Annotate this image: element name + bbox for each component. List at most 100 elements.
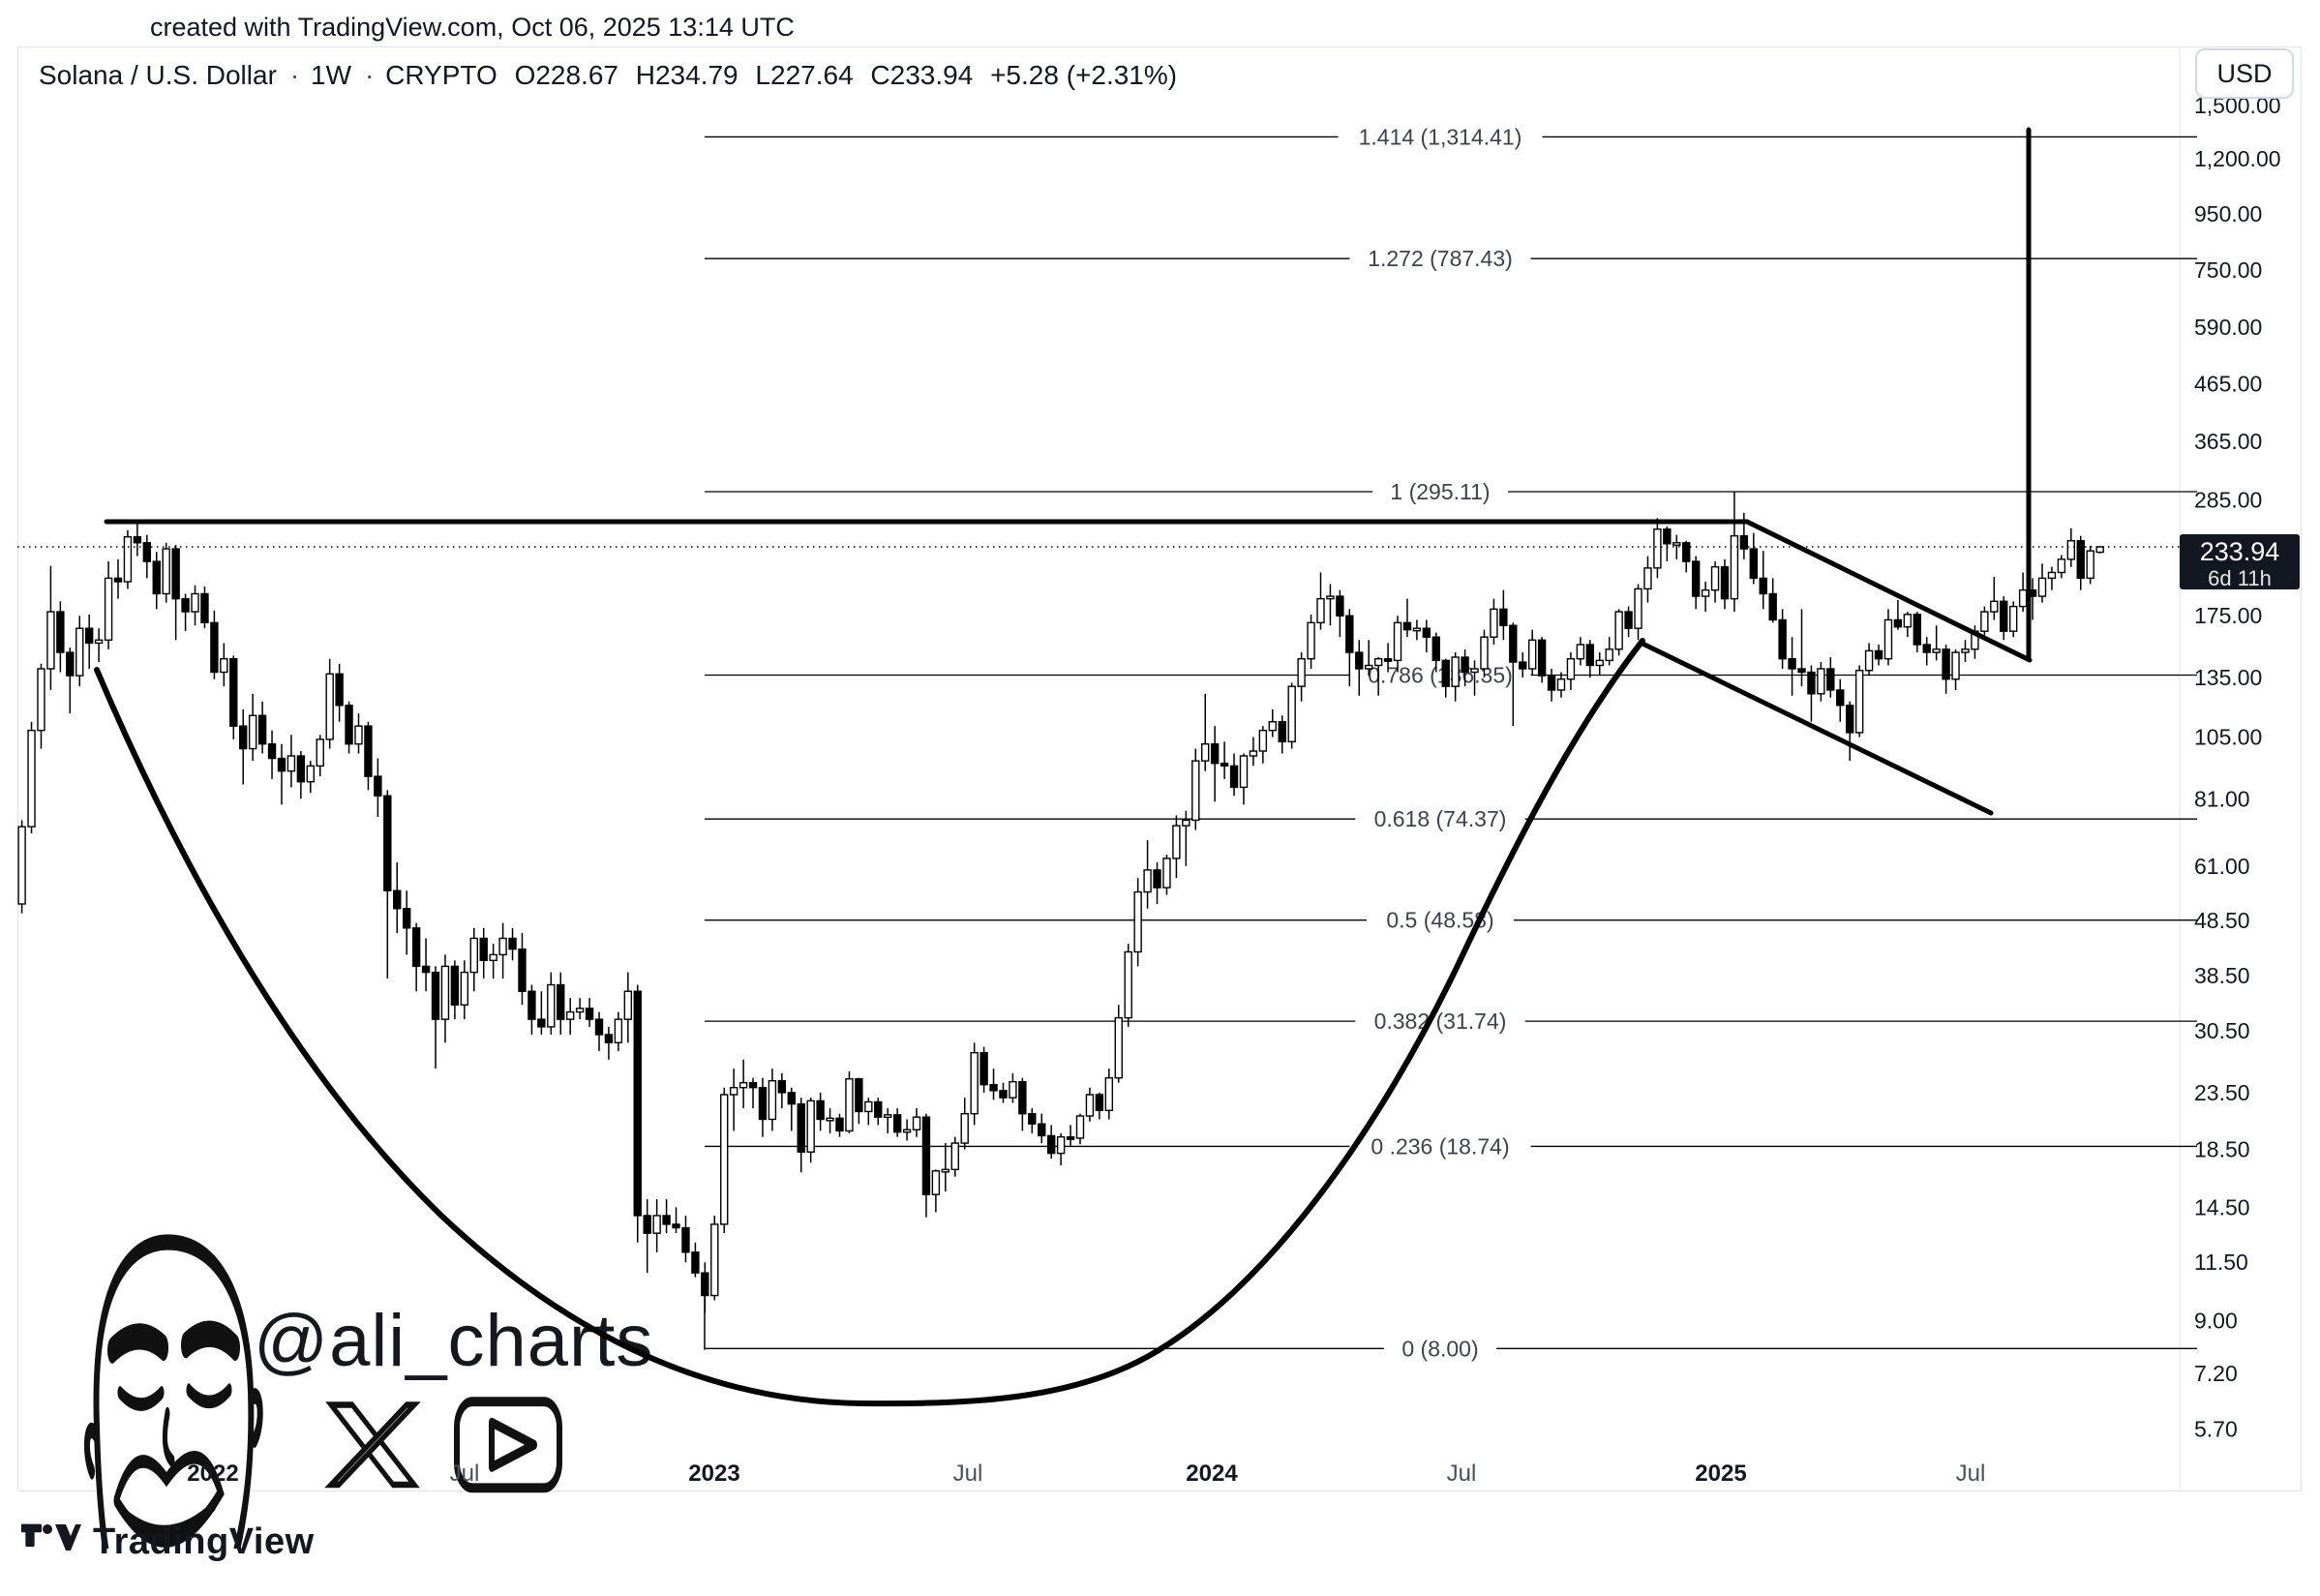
candle-body <box>1653 528 1662 569</box>
price-axis-label: 7.20 <box>2194 1361 2238 1386</box>
candle-body <box>1836 689 1845 707</box>
candle-body <box>1893 618 1903 628</box>
candle-body <box>2018 588 2028 608</box>
candle-body <box>1075 1115 1085 1139</box>
tradingview-logo-text: TradingView <box>93 1521 315 1562</box>
candle-body <box>979 1051 988 1086</box>
price-axis-label: 5.70 <box>2194 1416 2238 1441</box>
price-axis-label: 9.00 <box>2194 1308 2238 1333</box>
candle-body <box>643 1215 651 1234</box>
fib-label-plate <box>1367 906 1514 934</box>
fib-label-1.272: 1.272 (787.43) <box>1368 246 1513 271</box>
candle-body <box>220 657 228 674</box>
candle-body <box>1153 869 1161 888</box>
cup-curve-drawing[interactable] <box>94 638 1645 1407</box>
candle-body <box>1258 729 1268 752</box>
last-price-badge[interactable]: 233.94 6d 11h <box>2180 534 2300 589</box>
price-axis-label: 14.50 <box>2194 1194 2250 1220</box>
candle-body <box>835 1117 844 1132</box>
candle-body <box>1220 763 1229 768</box>
candle-body <box>1759 577 1767 595</box>
candle-body <box>614 1018 623 1043</box>
separator-dot: · <box>289 60 300 90</box>
symbol-title[interactable]: Solana / U.S. Dollar <box>39 60 277 90</box>
candle-body <box>1268 721 1278 732</box>
candle-body <box>1278 721 1286 742</box>
time-axis-label-2023: 2023 <box>688 1460 739 1487</box>
candle-body <box>345 705 353 745</box>
candle-body <box>768 1079 777 1121</box>
candle-body <box>1441 659 1450 687</box>
candle-body <box>1547 675 1556 691</box>
candle-body <box>1527 639 1537 670</box>
handle-upper-trendline[interactable] <box>1744 519 2033 663</box>
time-axis-label-Jul: Jul <box>1447 1460 1477 1487</box>
candle-body <box>1124 950 1132 1019</box>
candle-body <box>1249 750 1258 757</box>
candle-body <box>191 592 199 613</box>
candle-body <box>1556 678 1566 691</box>
candle-body <box>1720 566 1730 600</box>
candle-body <box>1585 644 1595 667</box>
candle-body <box>1566 657 1576 680</box>
candle-body <box>1066 1135 1075 1140</box>
candle-body <box>489 953 497 962</box>
candle-body <box>142 542 152 562</box>
candle-body <box>1210 742 1220 765</box>
candle-body <box>691 1251 700 1274</box>
candle-body <box>884 1114 892 1119</box>
market-label: CRYPTO <box>385 60 497 90</box>
candle-body <box>1393 621 1402 662</box>
candle-body <box>1951 651 1960 680</box>
tradingview-logo[interactable]: TradingView <box>21 1521 315 1563</box>
candle-body <box>2095 546 2104 554</box>
fib-label-0.786: 0.786 (136.35) <box>1368 662 1513 687</box>
candle-body <box>1133 890 1142 953</box>
candle-body <box>335 673 344 707</box>
candle-body <box>306 765 315 783</box>
currency-toggle-button[interactable]: USD <box>2195 48 2294 99</box>
last-price-value: 233.94 <box>2199 537 2280 566</box>
handle-lower-trendline[interactable] <box>1638 640 1994 816</box>
symbol-ohlc-row[interactable]: Solana / U.S. Dollar · 1W · CRYPTO O228.67… <box>39 60 1187 91</box>
candle-body <box>1826 668 1835 691</box>
candle-body <box>816 1099 825 1121</box>
candle-body <box>547 983 556 1028</box>
candle-body <box>1817 668 1825 695</box>
candle-body <box>1730 534 1739 600</box>
time-axis-label-Jul: Jul <box>1956 1460 1986 1487</box>
candle-body <box>200 592 209 624</box>
candle-body <box>133 535 142 544</box>
time-axis[interactable]: 2022 Jul 2023 Jul 2024 Jul 2025 Jul <box>187 1460 1985 1487</box>
price-axis-label: 18.50 <box>2194 1137 2250 1162</box>
fib-label-0: 0 (8.00) <box>1401 1336 1478 1361</box>
interval-label[interactable]: 1W <box>311 60 351 90</box>
price-axis-label: 38.50 <box>2194 963 2250 988</box>
candle-body <box>469 937 478 974</box>
candle-body <box>210 621 219 674</box>
time-axis-label-Jul: Jul <box>953 1460 983 1487</box>
price-axis-label: 285.00 <box>2194 488 2262 513</box>
candle-body <box>902 1129 912 1133</box>
candle-body <box>450 965 460 1006</box>
candle-body <box>1864 649 1874 672</box>
candle-body <box>2000 600 2008 632</box>
candle-body <box>710 1223 719 1297</box>
candle-body <box>1345 615 1354 653</box>
candle-body <box>1922 644 1931 653</box>
candle-body <box>557 983 565 1020</box>
candle-body <box>1018 1080 1027 1115</box>
candle-body <box>1191 760 1200 822</box>
price-axis-label: 1,200.00 <box>2194 146 2281 171</box>
candle-body <box>94 639 104 645</box>
price-axis[interactable]: 1,500.001,200.00950.00750.00590.00465.00… <box>2194 93 2281 1441</box>
chart-card <box>17 46 2302 1491</box>
time-axis-label-2025: 2025 <box>1695 1460 1746 1487</box>
price-axis-label: 105.00 <box>2194 725 2262 750</box>
candle-body <box>286 755 296 772</box>
ohlc-high: H234.79 <box>635 60 738 90</box>
candle-body <box>1749 548 1759 580</box>
candle-body <box>1663 528 1672 545</box>
fib-label-0.236: 0 .236 (18.74) <box>1371 1133 1509 1159</box>
